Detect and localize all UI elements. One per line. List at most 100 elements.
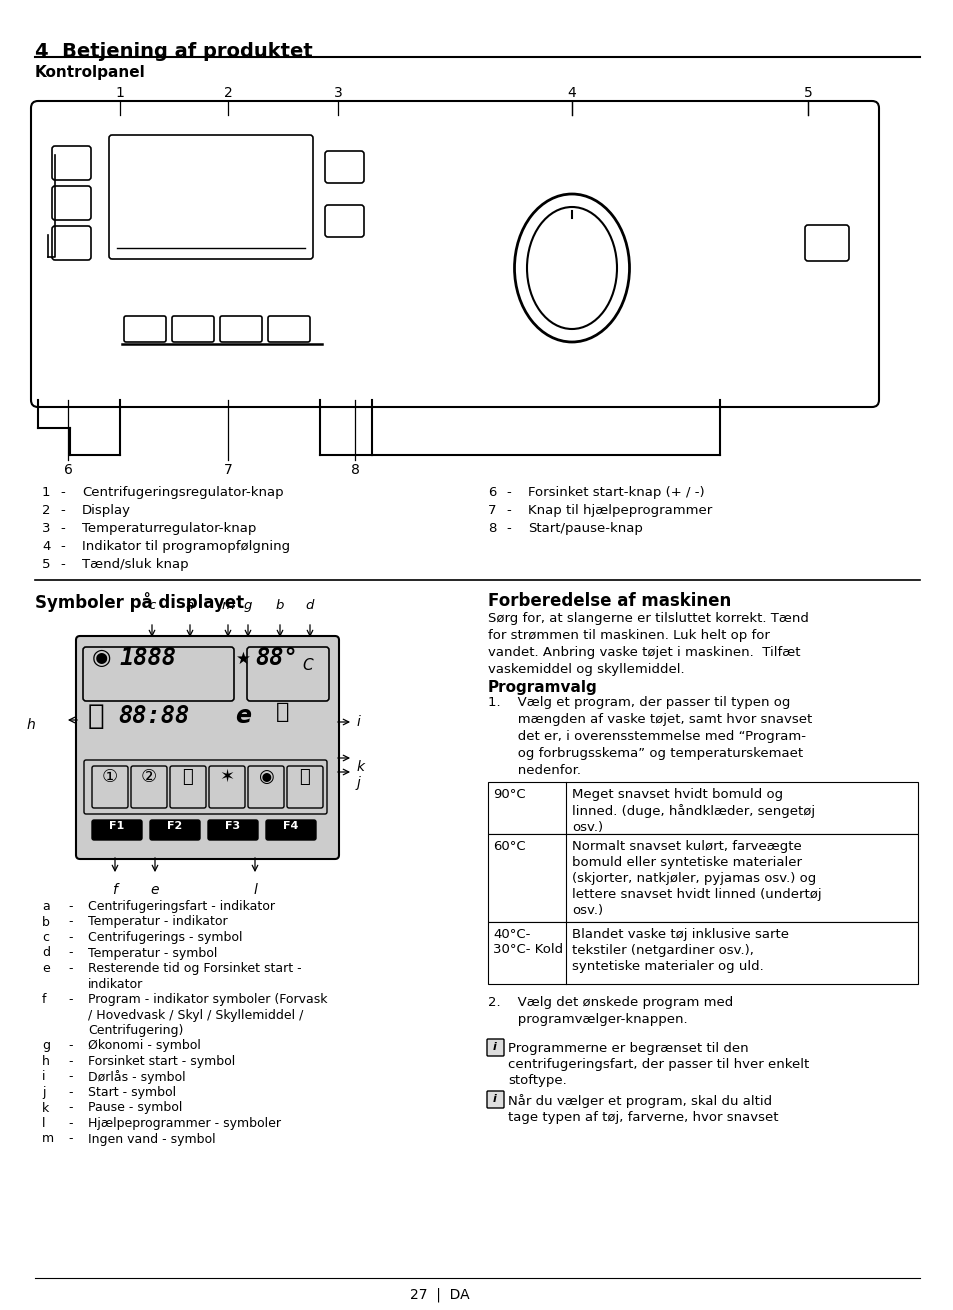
Text: ➕: ➕ bbox=[182, 768, 193, 786]
Text: 1888: 1888 bbox=[120, 646, 177, 669]
Text: c: c bbox=[42, 931, 49, 945]
Text: -: - bbox=[68, 916, 72, 929]
FancyBboxPatch shape bbox=[131, 766, 167, 808]
FancyBboxPatch shape bbox=[486, 1039, 503, 1056]
FancyBboxPatch shape bbox=[84, 760, 327, 814]
Text: 2: 2 bbox=[223, 86, 233, 100]
Text: 7: 7 bbox=[488, 504, 496, 517]
Text: ⏯: ⏯ bbox=[299, 768, 310, 786]
Text: indikator: indikator bbox=[88, 977, 143, 990]
Bar bbox=[488, 834, 917, 922]
Text: j: j bbox=[356, 776, 360, 790]
Text: d: d bbox=[306, 599, 314, 612]
Text: 88:88: 88:88 bbox=[118, 703, 189, 728]
Text: g: g bbox=[244, 599, 252, 612]
Text: -: - bbox=[68, 931, 72, 945]
Text: f: f bbox=[42, 993, 47, 1006]
Text: Når du vælger et program, skal du altid
tage typen af tøj, farverne, hvor snavse: Når du vælger et program, skal du altid … bbox=[507, 1094, 778, 1124]
Text: e: e bbox=[151, 883, 159, 897]
Text: -: - bbox=[68, 947, 72, 959]
FancyBboxPatch shape bbox=[91, 766, 128, 808]
Text: -: - bbox=[68, 962, 72, 975]
Text: -: - bbox=[68, 1055, 72, 1068]
Text: Forberedelse af maskinen: Forberedelse af maskinen bbox=[488, 592, 731, 610]
Text: h: h bbox=[42, 1055, 50, 1068]
FancyBboxPatch shape bbox=[52, 186, 91, 220]
Text: 3: 3 bbox=[334, 86, 342, 100]
Text: 6: 6 bbox=[64, 462, 72, 477]
Text: 3: 3 bbox=[42, 521, 51, 534]
Text: i: i bbox=[493, 1094, 497, 1104]
Text: 4: 4 bbox=[567, 86, 576, 100]
Text: 40°C-
30°C- Kold: 40°C- 30°C- Kold bbox=[493, 927, 562, 956]
Text: Meget snavset hvidt bomuld og
linned. (duge, håndklæder, sengetøj
osv.): Meget snavset hvidt bomuld og linned. (d… bbox=[572, 789, 814, 834]
Text: F2: F2 bbox=[167, 821, 182, 831]
FancyBboxPatch shape bbox=[325, 151, 364, 183]
FancyBboxPatch shape bbox=[76, 635, 338, 859]
Text: 6: 6 bbox=[488, 486, 496, 499]
Text: k: k bbox=[356, 760, 365, 774]
Text: ◉: ◉ bbox=[91, 648, 112, 668]
Text: Start/pause-knap: Start/pause-knap bbox=[527, 521, 642, 534]
FancyBboxPatch shape bbox=[83, 647, 233, 701]
Text: -: - bbox=[505, 504, 510, 517]
Text: j: j bbox=[42, 1086, 46, 1099]
Text: 5: 5 bbox=[42, 558, 51, 571]
Text: Symboler på displayet: Symboler på displayet bbox=[35, 592, 244, 612]
Text: 5: 5 bbox=[802, 86, 812, 100]
Text: -: - bbox=[60, 558, 65, 571]
Text: -: - bbox=[68, 1117, 72, 1131]
Text: Display: Display bbox=[82, 504, 131, 517]
Text: k: k bbox=[42, 1102, 50, 1115]
Text: 60°C: 60°C bbox=[493, 840, 525, 853]
FancyBboxPatch shape bbox=[52, 227, 91, 259]
Text: -: - bbox=[505, 521, 510, 534]
Text: 1.    Vælg et program, der passer til typen og
       mængden af vaske tøjet, sa: 1. Vælg et program, der passer til typen… bbox=[488, 696, 811, 777]
FancyBboxPatch shape bbox=[208, 820, 257, 840]
Text: a: a bbox=[186, 599, 193, 612]
Text: ⧖: ⧖ bbox=[88, 702, 105, 730]
Text: Knap til hjælpeprogrammer: Knap til hjælpeprogrammer bbox=[527, 504, 712, 517]
Text: i: i bbox=[493, 1041, 497, 1052]
Text: F3: F3 bbox=[225, 821, 240, 831]
Text: h: h bbox=[27, 718, 35, 732]
Text: -: - bbox=[60, 504, 65, 517]
Text: m: m bbox=[42, 1133, 54, 1145]
Text: -: - bbox=[60, 540, 65, 553]
FancyBboxPatch shape bbox=[109, 135, 313, 259]
Text: -: - bbox=[68, 1102, 72, 1115]
Text: 90°C: 90°C bbox=[493, 789, 525, 800]
Text: Forsinket start-knap (+ / -): Forsinket start-knap (+ / -) bbox=[527, 486, 704, 499]
Text: 4: 4 bbox=[42, 540, 51, 553]
Text: F4: F4 bbox=[283, 821, 298, 831]
Text: Dørlås - symbol: Dørlås - symbol bbox=[88, 1070, 186, 1085]
Text: Centrifugering): Centrifugering) bbox=[88, 1024, 183, 1038]
Text: e: e bbox=[42, 962, 50, 975]
Text: -: - bbox=[68, 993, 72, 1006]
Text: b: b bbox=[275, 599, 284, 612]
FancyBboxPatch shape bbox=[52, 145, 91, 179]
FancyBboxPatch shape bbox=[91, 820, 142, 840]
Text: -: - bbox=[60, 521, 65, 534]
Text: 🔒: 🔒 bbox=[275, 702, 289, 722]
Text: 1: 1 bbox=[115, 86, 124, 100]
Text: b: b bbox=[42, 916, 50, 929]
Text: 7: 7 bbox=[223, 462, 233, 477]
Text: -: - bbox=[68, 1040, 72, 1052]
Text: l: l bbox=[253, 883, 256, 897]
Text: 8: 8 bbox=[488, 521, 496, 534]
Text: -: - bbox=[68, 900, 72, 913]
Bar bbox=[488, 782, 917, 834]
Ellipse shape bbox=[514, 194, 629, 342]
Text: f: f bbox=[112, 883, 117, 897]
Text: Forsinket start - symbol: Forsinket start - symbol bbox=[88, 1055, 235, 1068]
Text: 2.    Vælg det ønskede program med
       programvælger-knappen.: 2. Vælg det ønskede program med programv… bbox=[488, 996, 733, 1026]
Text: Tænd/sluk knap: Tænd/sluk knap bbox=[82, 558, 189, 571]
FancyBboxPatch shape bbox=[30, 101, 878, 407]
Text: Indikator til programopfølgning: Indikator til programopfølgning bbox=[82, 540, 290, 553]
Text: Normalt snavset kulørt, farveægte
bomuld eller syntetiske materialer
(skjorter, : Normalt snavset kulørt, farveægte bomuld… bbox=[572, 840, 821, 917]
FancyBboxPatch shape bbox=[220, 316, 262, 342]
Text: Program - indikator symboler (Forvask: Program - indikator symboler (Forvask bbox=[88, 993, 327, 1006]
FancyBboxPatch shape bbox=[266, 820, 315, 840]
FancyBboxPatch shape bbox=[172, 316, 213, 342]
